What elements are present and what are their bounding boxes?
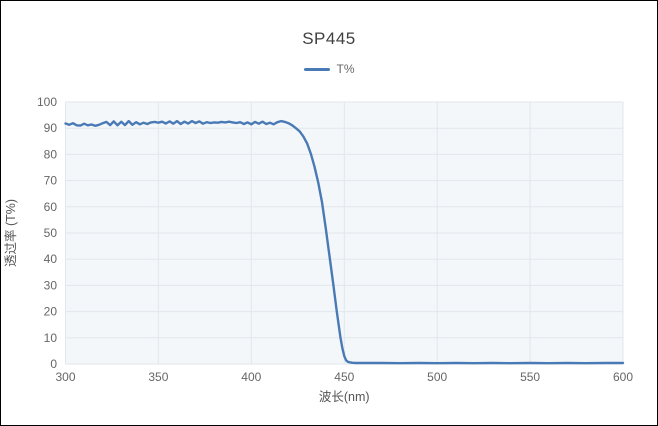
x-tick-label: 500 — [427, 370, 447, 384]
chart-title: SP445 — [302, 29, 356, 48]
x-tick-label: 350 — [148, 370, 168, 384]
x-tick-label: 450 — [334, 370, 354, 384]
y-tick-label: 30 — [44, 278, 58, 292]
x-axis-title: 波长(nm) — [319, 390, 370, 404]
x-tick-label: 600 — [613, 370, 633, 384]
legend: T% — [1, 62, 657, 76]
series-line-t-percent — [64, 119, 625, 365]
legend-line-icon — [303, 67, 330, 71]
x-tick-label: 550 — [520, 370, 540, 384]
y-tick-label: 50 — [44, 226, 58, 240]
legend-label: T% — [336, 62, 355, 76]
x-tick-label: 400 — [241, 370, 261, 384]
y-tick-label: 40 — [44, 252, 58, 266]
y-tick-label: 80 — [44, 147, 58, 161]
y-axis-title: 透过率 (T%) — [3, 199, 18, 267]
x-tick-label: 300 — [55, 370, 75, 384]
y-tick-label: 60 — [44, 200, 58, 214]
legend-item-t-percent[interactable]: T% — [303, 62, 355, 76]
y-tick-label: 70 — [44, 174, 58, 188]
y-tick-label: 100 — [37, 95, 57, 109]
y-tick-label: 10 — [44, 331, 58, 345]
y-tick-label: 20 — [44, 305, 58, 319]
y-tick-label: 90 — [44, 121, 58, 135]
y-tick-label: 0 — [50, 357, 57, 371]
